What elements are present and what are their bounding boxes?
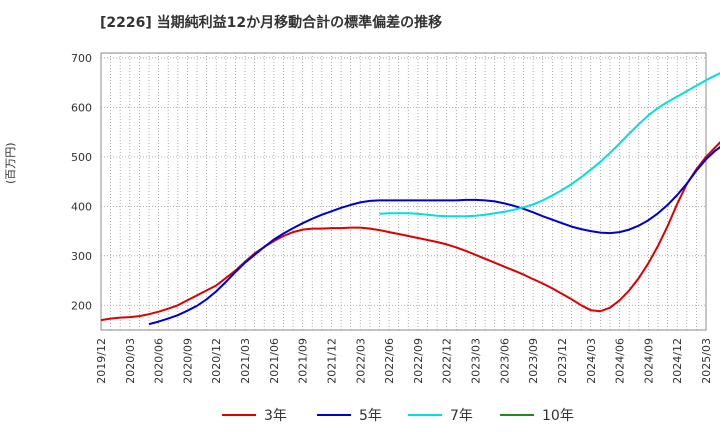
series-line-7年 (379, 72, 720, 218)
y-tick-label: 600 (71, 101, 92, 114)
x-tick-label: 2022/12 (441, 338, 454, 384)
x-tick-label: 2024/12 (671, 338, 684, 384)
legend-item: 10年 (500, 404, 574, 426)
legend-item: 7年 (408, 404, 473, 426)
legend-swatch (317, 414, 351, 416)
legend-swatch (408, 414, 442, 416)
x-tick-label: 2022/09 (412, 338, 425, 384)
x-tick-label: 2021/06 (268, 338, 281, 384)
x-tick-label: 2023/09 (527, 338, 540, 384)
legend-label: 5年 (359, 408, 382, 424)
x-tick-label: 2023/03 (470, 338, 483, 384)
x-tick-label: 2020/12 (210, 338, 223, 384)
y-tick-label: 300 (71, 250, 92, 263)
x-tick-label: 2025/03 (700, 338, 713, 384)
y-tick-label: 500 (71, 151, 92, 164)
chart-legend: 3年 5年 7年 10年 (0, 404, 720, 426)
x-tick-label: 2022/06 (383, 338, 396, 384)
legend-label: 10年 (542, 408, 574, 424)
x-tick-label: 2020/06 (153, 338, 166, 384)
x-tick-label: 2021/12 (325, 338, 338, 384)
series-line-5年 (148, 146, 720, 326)
x-tick-label: 2023/06 (498, 338, 511, 384)
chart-plot: 200 300 400 500 600 700 2019/12 2020/03 2020/06 2… (71, 52, 720, 384)
x-tick-label: 2021/09 (297, 338, 310, 384)
legend-item: 5年 (317, 404, 382, 426)
legend-item: 3年 (222, 404, 287, 426)
x-tick-label: 2021/03 (239, 338, 252, 384)
x-tick-label: 2022/03 (354, 338, 367, 384)
x-tick-label: 2024/03 (585, 338, 598, 384)
x-tick-label: 2024/09 (642, 338, 655, 384)
x-tick-label: 2019/12 (95, 338, 108, 384)
legend-swatch (500, 414, 534, 416)
chart-title: [2226] 当期純利益12か月移動合計の標準偏差の推移 (100, 15, 443, 31)
x-tick-label: 2024/06 (614, 338, 627, 384)
legend-label: 7年 (450, 408, 473, 424)
y-tick-label: 400 (71, 200, 92, 213)
series-line-3年 (100, 141, 720, 322)
x-tick-label: 2020/03 (124, 338, 137, 384)
x-tick-label: 2023/12 (556, 338, 569, 384)
legend-label: 3年 (264, 408, 287, 424)
plot-frame (100, 52, 707, 331)
legend-swatch (222, 414, 256, 416)
y-tick-label: 200 (71, 299, 92, 312)
x-tick-label: 2020/09 (181, 338, 194, 384)
y-tick-label: 700 (71, 52, 92, 65)
